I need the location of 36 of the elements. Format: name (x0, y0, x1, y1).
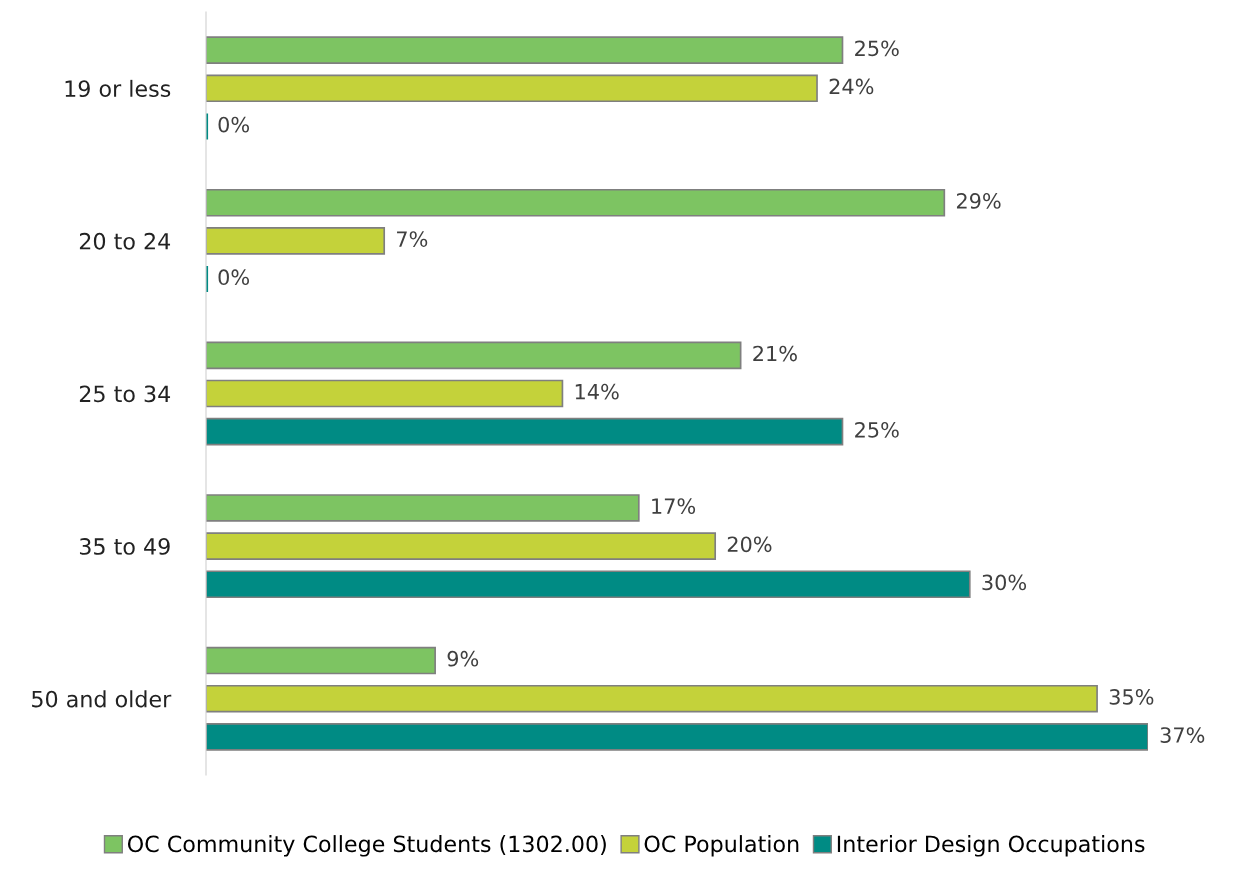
data-label: 21% (753, 345, 797, 362)
y-tick-label: 35 to 49 (79, 538, 170, 555)
bar (206, 417, 844, 446)
bar (206, 532, 717, 560)
data-label: 35% (1109, 688, 1154, 705)
data-label: 0% (218, 116, 250, 133)
bar (206, 494, 640, 522)
data-label: 7% (397, 231, 428, 247)
y-tick-label: 50 and older (32, 690, 172, 708)
bar (206, 684, 1098, 713)
legend-label: OC Population (644, 835, 799, 857)
bar (206, 379, 564, 408)
data-label: 14% (575, 383, 619, 400)
data-label: 9% (447, 650, 479, 667)
data-label: 20% (727, 536, 772, 553)
y-tick-label: 25 to 34 (79, 385, 171, 403)
data-label: 24% (829, 78, 874, 95)
data-label: 25% (855, 421, 899, 438)
legend-label: Interior Design Occupations (837, 835, 1145, 857)
bar (206, 74, 818, 103)
bar (206, 188, 946, 217)
legend-label: OC Community College Students (1302.00) (127, 835, 606, 857)
bar (206, 723, 1148, 751)
data-label: 29% (956, 193, 1001, 209)
bar (206, 227, 386, 255)
bar (206, 646, 436, 675)
data-label: 30% (982, 574, 1027, 591)
y-tick-label: 20 to 24 (79, 232, 171, 250)
data-label: 0% (218, 269, 250, 286)
data-label: 17% (652, 498, 696, 514)
y-tick-label: 19 or less (65, 79, 171, 98)
bar (206, 36, 844, 64)
data-label: 37% (1160, 727, 1205, 743)
bar (206, 341, 742, 370)
data-label: 25% (855, 40, 899, 57)
bar (206, 570, 971, 599)
